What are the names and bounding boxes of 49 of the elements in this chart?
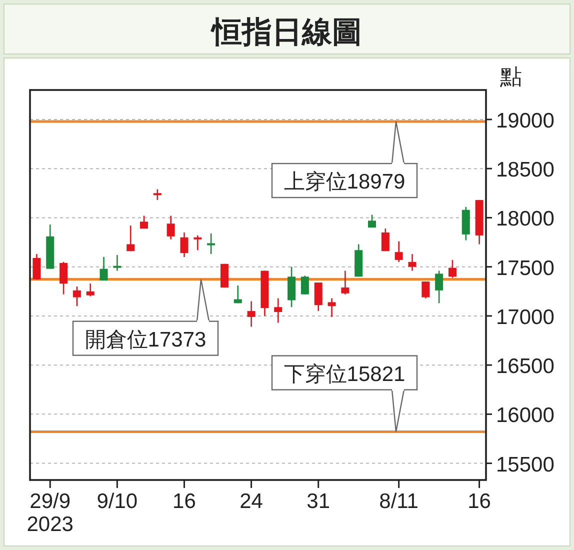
x-tick-label: 9/10: [96, 490, 138, 513]
x-tick-label: 29/9 2023: [26, 490, 74, 536]
x-tick-label: 8/11: [379, 490, 418, 513]
candlestick: [234, 284, 242, 304]
candlestick: [207, 232, 216, 255]
x-tick-label: 31: [306, 490, 330, 513]
candlestick: [274, 298, 282, 324]
candlestick: [166, 215, 175, 240]
candlestick: [32, 253, 41, 280]
y-tick-label: 17000: [496, 306, 554, 329]
candlestick: [194, 234, 202, 251]
ref-line-label: 下穿位15821: [284, 362, 406, 386]
candlestick: [60, 261, 68, 295]
y-tick-label: 18000: [496, 208, 554, 231]
candlestick: [72, 286, 81, 307]
candlestick: [126, 224, 135, 252]
candlestick: [100, 256, 108, 282]
y-tick-label: 19000: [496, 109, 554, 132]
candlestick: [314, 282, 322, 312]
y-tick-label: 18500: [496, 158, 554, 182]
x-tick-label: 16: [172, 490, 196, 513]
candlestick: [435, 270, 444, 304]
y-tick-label: 17500: [496, 256, 554, 280]
candlestick: [381, 228, 390, 252]
candlestick: [288, 266, 296, 308]
ref-line-label: 上穿位18979: [284, 170, 406, 194]
candlestick: [140, 215, 148, 230]
candlestick: [368, 214, 376, 228]
candlestick: [247, 300, 256, 328]
candlestick: [113, 254, 122, 272]
candlestick: [394, 240, 403, 263]
candlestick: [300, 275, 309, 295]
candlestick: [408, 253, 416, 272]
candlestick: [153, 188, 162, 201]
candlestick: [180, 232, 188, 258]
candlestick: [220, 263, 228, 288]
candlestick: [448, 259, 456, 278]
candlestick: [86, 282, 94, 297]
candlestick: [422, 280, 430, 299]
candlestick: [328, 298, 336, 318]
x-tick-label: 16: [468, 490, 491, 513]
chart-title: 恒指日線圖: [210, 16, 362, 49]
y-axis-title: 點: [499, 64, 522, 89]
y-tick-label: 16500: [496, 355, 554, 378]
ref-line-label: 開倉位17373: [84, 328, 206, 352]
y-tick-label: 16000: [496, 404, 554, 428]
candlestick: [341, 270, 350, 295]
x-tick-label: 24: [240, 490, 264, 513]
y-tick-label: 15500: [496, 453, 554, 476]
